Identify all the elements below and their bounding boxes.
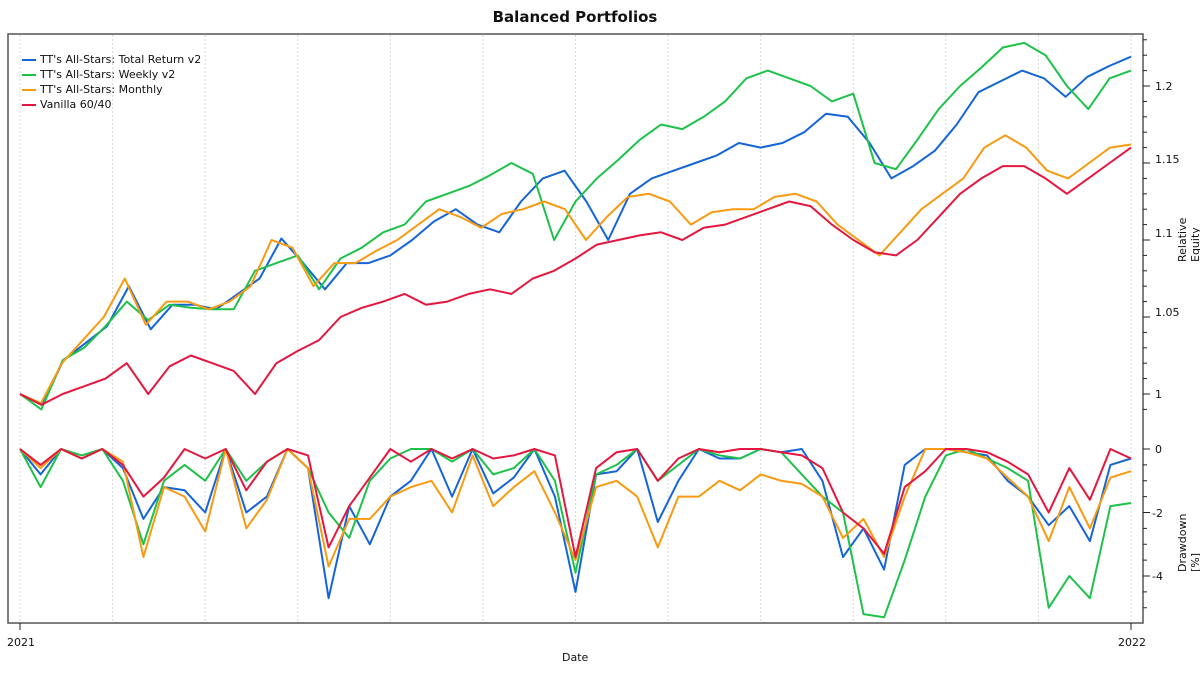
y-tick-1.05: 1.05 (1155, 306, 1180, 319)
y-axis-label-drawdown: Drawdown [%] (1176, 513, 1200, 572)
legend-item-total-return: TT's All-Stars: Total Return v2 (22, 52, 201, 67)
x-tick-2021: 2021 (7, 636, 35, 649)
series-line (19, 134, 1132, 405)
legend-swatch-icon (22, 58, 36, 61)
drawdown-lines (19, 448, 1132, 619)
y-tick-1.1: 1.1 (1155, 227, 1173, 240)
y-tick-1.15: 1.15 (1155, 153, 1180, 166)
y-tick-1: 1 (1155, 388, 1162, 401)
legend-label: TT's All-Stars: Total Return v2 (40, 53, 202, 66)
legend: TT's All-Stars: Total Return v2 TT's All… (22, 52, 201, 112)
legend-swatch-icon (22, 73, 36, 76)
axis-ticks (19, 39, 1150, 630)
legend-label: Vanilla 60/40 (40, 98, 112, 111)
y-axis-label-equity: Relative Equity (1176, 217, 1200, 262)
y-tick-minus-2: -2 (1152, 507, 1163, 520)
y-tick-1.2: 1.2 (1155, 80, 1173, 93)
chart-title: Balanced Portfolios (492, 8, 658, 26)
x-tick-2022: 2022 (1118, 636, 1146, 649)
series-line (19, 448, 1132, 558)
plot-frame (7, 33, 1144, 624)
y-tick-minus-4: -4 (1152, 570, 1163, 583)
y-tick-0: 0 (1155, 443, 1162, 456)
equity-lines (19, 41, 1132, 411)
legend-label: TT's All-Stars: Monthly (40, 83, 163, 96)
legend-item-monthly: TT's All-Stars: Monthly (22, 82, 201, 97)
legend-swatch-icon (22, 103, 36, 106)
series-line (19, 448, 1132, 619)
x-axis-label: Date (562, 651, 589, 664)
legend-item-weekly: TT's All-Stars: Weekly v2 (22, 67, 201, 82)
legend-item-vanilla: Vanilla 60/40 (22, 97, 201, 112)
legend-label: TT's All-Stars: Weekly v2 (40, 68, 176, 81)
series-line (19, 146, 1132, 406)
legend-swatch-icon (22, 88, 36, 91)
vertical-gridlines (19, 35, 1132, 622)
